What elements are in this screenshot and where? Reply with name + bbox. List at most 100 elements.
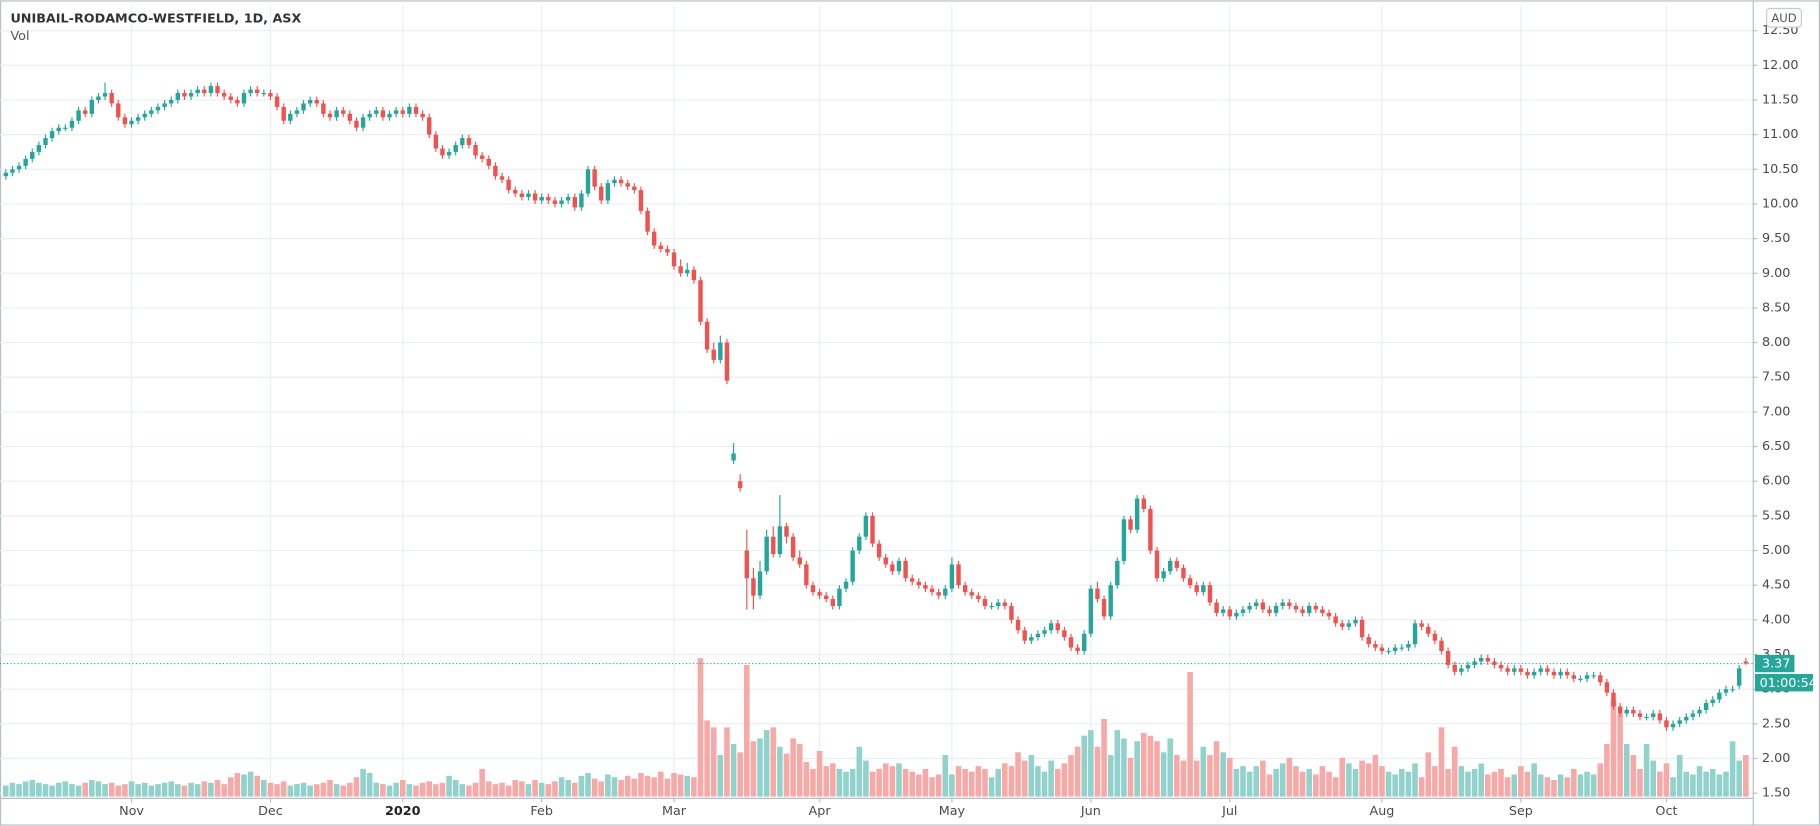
volume-bar: [313, 784, 320, 797]
volume-bar: [1319, 766, 1326, 797]
volume-bar: [1610, 699, 1617, 797]
volume-bar: [1127, 757, 1134, 797]
candle-body: [1095, 588, 1100, 600]
candle-body: [539, 197, 544, 201]
volume-bar: [267, 782, 274, 797]
volume-bar: [763, 730, 770, 797]
candle-body: [592, 169, 597, 187]
candle-body: [890, 564, 895, 572]
candle-body: [1254, 602, 1259, 606]
candle-body: [1280, 602, 1285, 606]
volume-bar: [89, 779, 95, 797]
candle-body: [195, 89, 200, 94]
volume-bar: [1266, 774, 1273, 797]
x-tick-label: Dec: [258, 804, 283, 819]
candle-body: [1174, 560, 1180, 568]
candle-body: [651, 231, 657, 246]
candle-body: [182, 93, 187, 97]
candle-body: [923, 585, 928, 589]
volume-bar: [1273, 768, 1279, 797]
candle-body: [1161, 571, 1166, 579]
candle-body: [572, 197, 577, 208]
candle-body: [737, 481, 743, 489]
volume-bar: [1174, 755, 1180, 797]
x-tick-label: Oct: [1655, 804, 1677, 819]
volume-bar: [194, 784, 201, 797]
volume-bar: [221, 784, 227, 797]
volume-bar: [1035, 766, 1041, 797]
volume-bar: [1577, 774, 1584, 797]
candle-body: [830, 599, 836, 606]
volume-bar: [1286, 757, 1293, 797]
candle-body: [1406, 644, 1411, 648]
volume-bar: [1326, 771, 1332, 797]
volume-bar: [1696, 766, 1703, 797]
candle-body: [1379, 647, 1385, 652]
candle-body: [23, 158, 28, 166]
volume-bar: [1332, 777, 1339, 797]
volume-bar: [16, 784, 22, 797]
volume-bar: [1498, 768, 1504, 797]
candle-body: [307, 99, 313, 104]
candle-body: [1505, 668, 1510, 672]
candle-body: [1392, 647, 1398, 652]
volume-bar: [1630, 755, 1637, 797]
volume-bar: [280, 781, 287, 797]
currency-box[interactable]: [1766, 7, 1803, 28]
volume-bar: [347, 782, 353, 797]
candle-body: [420, 113, 425, 118]
volume-bar: [1465, 771, 1471, 797]
volume-bar: [1524, 771, 1531, 797]
candle-body: [929, 588, 935, 593]
candle-body: [413, 106, 419, 114]
volume-bar: [572, 782, 578, 797]
candle-body: [1220, 609, 1226, 613]
candle-body: [823, 595, 829, 600]
candle-body: [638, 190, 644, 211]
volume-bar: [1716, 774, 1723, 797]
volume-bar: [1352, 768, 1359, 797]
volume-bar: [856, 746, 863, 797]
volume-bar: [1015, 752, 1021, 797]
candle-body: [1068, 637, 1074, 648]
volume-bar: [1564, 777, 1570, 797]
y-tick-label: 11.00: [1762, 127, 1799, 142]
volume-bar: [982, 768, 988, 797]
candle-body: [916, 581, 922, 586]
volume-bar: [135, 784, 141, 797]
volume-bar: [399, 779, 406, 797]
candle-body: [757, 571, 763, 596]
volume-bar: [843, 771, 849, 797]
volume-bar: [691, 777, 697, 797]
volume-bar: [360, 768, 366, 797]
volume-bar: [168, 781, 174, 797]
volume-bar: [188, 782, 194, 797]
candle-body: [559, 200, 564, 204]
candle-body: [10, 169, 15, 173]
candle-body: [1340, 623, 1345, 627]
currency-label[interactable]: AUD: [1771, 11, 1796, 25]
volume-bar: [988, 777, 995, 797]
candle-body: [976, 595, 981, 600]
volume-bar: [624, 775, 631, 797]
volume-bar: [1703, 771, 1709, 797]
candle-body: [142, 113, 147, 118]
volume-bar: [1160, 752, 1167, 797]
volume-bar: [234, 773, 241, 797]
volume-bar: [638, 773, 644, 797]
candle-body: [1075, 647, 1080, 652]
volume-bar: [1253, 766, 1260, 797]
volume-bar: [1643, 743, 1650, 797]
volume-bar: [598, 781, 605, 797]
volume-bar: [1313, 774, 1319, 797]
volume-bar: [1385, 771, 1392, 797]
volume-bar: [830, 763, 836, 797]
candle-body: [1359, 619, 1365, 638]
volume-bar: [1346, 763, 1352, 797]
candle-body: [221, 93, 227, 97]
volume-bar: [439, 782, 446, 797]
candle-body: [1472, 661, 1477, 665]
candle-body: [1439, 640, 1444, 652]
last-price-box: [1755, 654, 1795, 673]
volume-bar: [605, 774, 611, 797]
